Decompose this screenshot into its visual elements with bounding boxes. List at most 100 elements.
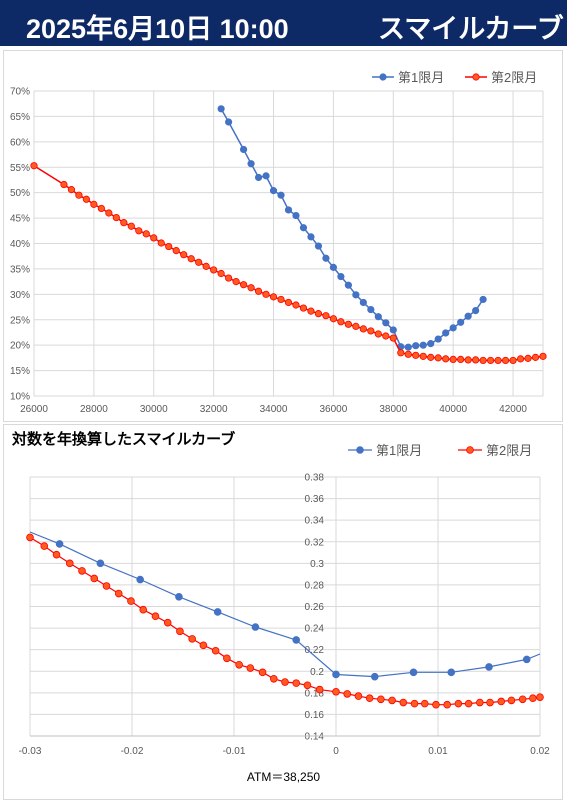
chart1-series2-point — [150, 234, 158, 242]
chart1-series2-point — [539, 352, 547, 360]
chart2-series1-point — [332, 670, 340, 679]
chart2-series2-point — [507, 696, 516, 705]
chart1-series1-point — [419, 341, 427, 349]
chart2-x-tick-label: -0.01 — [223, 746, 246, 757]
chart2-series2-point — [211, 646, 220, 655]
chart2-series1-point — [251, 623, 260, 631]
chart1-y-tick-label: 55% — [10, 163, 30, 174]
chart1-series1-point — [225, 118, 233, 126]
chart1-series2-point — [135, 227, 143, 235]
chart1-series1-point — [247, 160, 255, 168]
chart2-series2-point — [365, 694, 374, 703]
chart2-series2-point — [343, 690, 352, 698]
chart2-series2-point — [127, 597, 135, 605]
chart1-series1-point — [314, 242, 323, 250]
chart1-series2-point — [195, 258, 203, 266]
chart1-series2-point — [165, 242, 173, 251]
chart2-series2-point — [65, 559, 74, 568]
chart2-series1-point — [409, 668, 418, 677]
chart1-series2-point — [479, 356, 487, 365]
chart1-series2-point — [412, 351, 420, 359]
chart2-series2-point — [90, 574, 99, 583]
chart1-series2-point — [352, 322, 360, 330]
chart2-x-tick-label: 0.02 — [530, 746, 550, 757]
chart1-series2-point — [112, 213, 120, 222]
chart1-series2-point — [359, 325, 367, 333]
chart1-series2-point — [262, 290, 270, 298]
chart2-series2-point — [388, 696, 396, 705]
chart1-series1-point — [277, 191, 285, 199]
chart1-series1-point — [284, 206, 293, 214]
chart2-series2-point — [443, 700, 451, 709]
chart2-series2-point — [399, 698, 408, 707]
header-banner: 2025年6月10日 10:00 スマイルカーブ — [0, 0, 567, 46]
chart2-series1-line — [29, 531, 541, 678]
chart1-series2-point — [367, 327, 375, 335]
chart2-series2-point — [281, 678, 289, 686]
page-title: スマイルカーブ — [378, 14, 564, 44]
chart1-series2-point — [217, 269, 225, 278]
chart2-y-tick-label: 0.32 — [305, 537, 325, 548]
chart2-series2-point — [199, 641, 208, 650]
chart1-series2-point — [60, 180, 68, 189]
chart1-legend-marker-dot — [379, 73, 387, 81]
chart2-series2-point — [269, 675, 278, 683]
chart1-series2-point — [292, 301, 300, 309]
chart1-series1-point — [292, 211, 300, 220]
chart1-series2-point — [180, 251, 188, 259]
chart1-series2-point — [105, 209, 113, 217]
chart1-y-tick-label: 65% — [10, 112, 30, 123]
chart1-series2-point — [487, 356, 495, 365]
chart1-series2-point — [254, 287, 263, 295]
chart1-series2-point — [210, 266, 218, 274]
chart1-series2-point — [187, 255, 195, 263]
chart1-series1-point — [307, 233, 315, 241]
chart2-series2-point — [139, 605, 148, 614]
chart1-series2-point — [472, 356, 480, 364]
chart2-series1-point — [522, 655, 531, 664]
chart1-series1-point — [479, 295, 487, 304]
chart2-y-tick-label: 0.18 — [305, 688, 325, 699]
chart1-legend-label: 第1限月 — [398, 70, 444, 85]
chart1-series2-point — [509, 356, 517, 365]
chart2-y-tick-label: 0.2 — [310, 667, 324, 678]
chart1-x-tick-label: 32000 — [200, 404, 228, 415]
chart1-series1-point — [382, 319, 390, 327]
chart1-series2-point — [239, 281, 248, 289]
chart1-series1-point — [299, 224, 308, 232]
chart1-series2-point — [501, 356, 510, 365]
chart2-series2-point — [114, 589, 123, 598]
chart2-legend-marker-dot — [466, 446, 474, 454]
chart1-series1-point — [389, 326, 397, 334]
chart1-series2-point — [120, 219, 128, 227]
chart1-series2-point — [329, 315, 338, 323]
chart1-series2-point — [225, 274, 233, 282]
chart1-series1-point — [329, 263, 338, 271]
chart1-series2-point — [516, 355, 525, 363]
chart1-series2-point — [67, 186, 76, 194]
chart2-series2-point — [497, 697, 506, 706]
chart1-series2-point — [442, 355, 450, 363]
chart2-y-tick-label: 0.38 — [305, 473, 325, 484]
chart1-series1-point — [427, 340, 435, 348]
chart2-title: 対数を年換算したスマイルカーブ — [12, 431, 236, 448]
chart2-series2-point — [235, 660, 243, 669]
chart1-series2-point — [427, 353, 435, 361]
chart1-series2-point — [247, 284, 255, 292]
chart2-series2-point — [78, 567, 86, 575]
chart1-x-tick-label: 28000 — [80, 404, 108, 415]
chart2-series2-point — [529, 694, 537, 703]
chart2-y-tick-label: 0.22 — [305, 645, 325, 656]
chart2-series2-point — [40, 542, 49, 550]
chart1-series2-point — [299, 304, 308, 312]
chart1-series2-point — [404, 350, 412, 358]
chart1-y-tick-label: 50% — [10, 188, 30, 199]
chart2-series2-point — [102, 582, 111, 590]
chart2-y-tick-label: 0.3 — [310, 559, 324, 570]
chart2-y-tick-label: 0.14 — [305, 732, 325, 743]
chart2-series2-point — [432, 700, 440, 709]
chart1-series2-point — [30, 162, 38, 170]
chart1-series1-point — [442, 329, 450, 337]
chart2-x-tick-label: 0 — [333, 746, 339, 757]
